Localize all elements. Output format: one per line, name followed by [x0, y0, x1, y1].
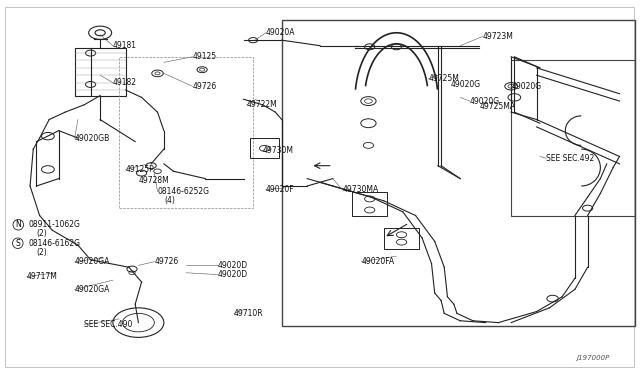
- Text: 49730M: 49730M: [262, 147, 294, 155]
- Text: SEE SEC.490: SEE SEC.490: [84, 320, 132, 329]
- Text: 49125: 49125: [193, 52, 217, 61]
- Text: 49710R: 49710R: [234, 309, 264, 318]
- Text: 49020G: 49020G: [470, 97, 500, 106]
- Text: 49730MA: 49730MA: [342, 185, 378, 194]
- Text: N: N: [15, 220, 21, 229]
- Text: 49725MA: 49725MA: [479, 102, 515, 111]
- Text: 49020G: 49020G: [511, 82, 541, 91]
- Text: 49020GA: 49020GA: [75, 257, 110, 266]
- Text: SEE SEC.492: SEE SEC.492: [546, 154, 595, 163]
- Text: 49182: 49182: [113, 78, 137, 87]
- Bar: [282, 20, 636, 326]
- Text: S: S: [15, 239, 20, 248]
- Text: J197000P: J197000P: [577, 355, 610, 361]
- Bar: [75, 48, 125, 96]
- Bar: [384, 228, 419, 249]
- Text: 49020F: 49020F: [266, 185, 294, 194]
- Text: 49723M: 49723M: [483, 32, 513, 41]
- Text: 49020FA: 49020FA: [362, 257, 394, 266]
- Text: 49020A: 49020A: [266, 28, 295, 37]
- Bar: [119, 57, 253, 208]
- Text: 49020GB: 49020GB: [75, 134, 110, 142]
- Text: 49728M: 49728M: [138, 176, 169, 185]
- Text: (2): (2): [36, 248, 47, 257]
- Bar: [250, 138, 278, 158]
- Text: 49722M: 49722M: [246, 100, 278, 109]
- Text: (2): (2): [36, 230, 47, 238]
- Text: 49020D: 49020D: [218, 270, 248, 279]
- Text: 08146-6162G: 08146-6162G: [28, 239, 80, 248]
- Text: 49726: 49726: [154, 257, 179, 266]
- Text: 49726: 49726: [193, 82, 217, 91]
- Text: 08146-6252G: 08146-6252G: [157, 187, 209, 196]
- Text: 49020D: 49020D: [218, 261, 248, 270]
- Text: 49717M: 49717M: [27, 272, 58, 281]
- Text: 49020G: 49020G: [451, 80, 481, 89]
- Text: 49181: 49181: [113, 41, 137, 50]
- Text: 08911-1062G: 08911-1062G: [28, 220, 80, 229]
- Text: 49125P: 49125P: [125, 165, 154, 174]
- Text: (4): (4): [164, 196, 175, 205]
- Bar: [352, 192, 387, 215]
- Text: 49725M: 49725M: [428, 74, 460, 83]
- Bar: [511, 61, 636, 215]
- Text: 49020GA: 49020GA: [75, 285, 110, 294]
